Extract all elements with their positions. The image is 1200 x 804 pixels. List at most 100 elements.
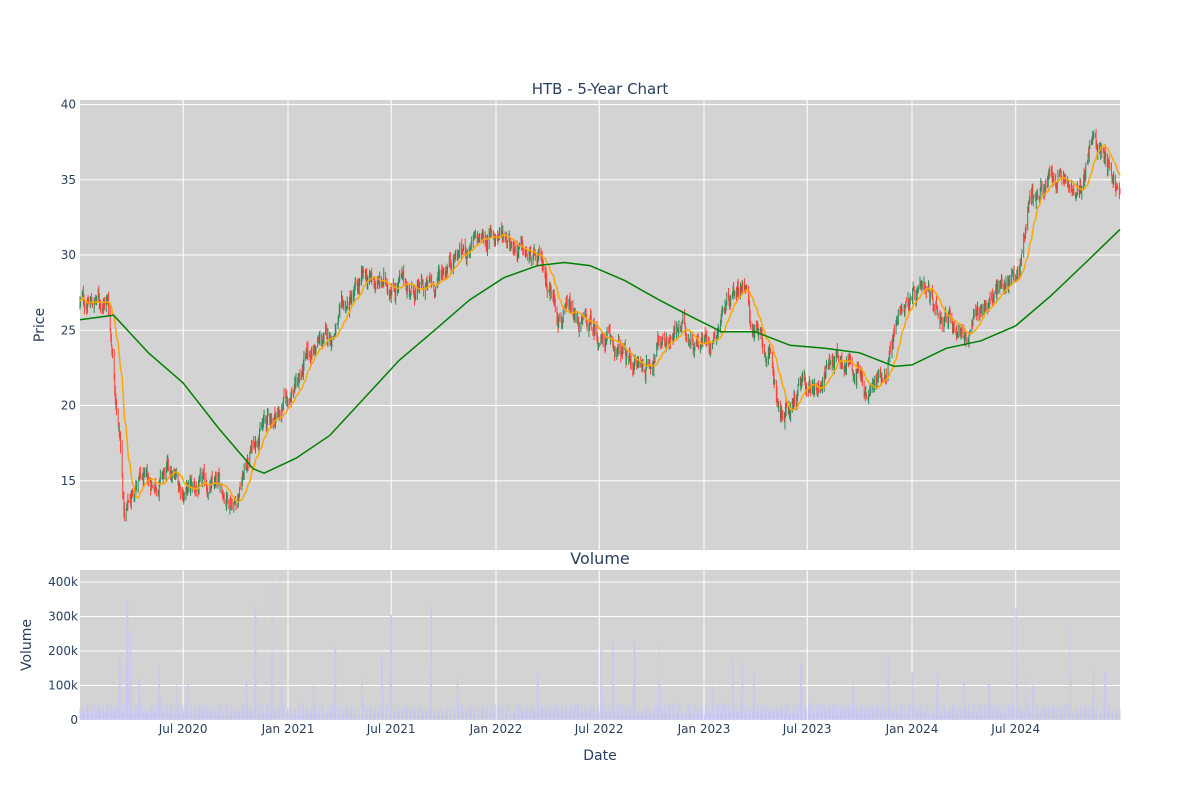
volume-bar[interactable] xyxy=(255,604,256,721)
volume-bar[interactable] xyxy=(263,707,264,720)
volume-bar[interactable] xyxy=(770,712,772,720)
volume-bar[interactable] xyxy=(920,704,922,720)
volume-bar[interactable] xyxy=(357,707,358,720)
volume-bar[interactable] xyxy=(182,704,183,721)
volume-bar[interactable] xyxy=(964,702,966,720)
volume-bar[interactable] xyxy=(574,703,576,720)
volume-bar[interactable] xyxy=(701,706,703,720)
volume-bar[interactable] xyxy=(940,715,942,720)
volume-bar[interactable] xyxy=(159,695,161,720)
volume-bar[interactable] xyxy=(728,702,729,720)
volume-bar[interactable] xyxy=(333,703,334,720)
volume-bar[interactable] xyxy=(475,713,476,720)
volume-bar[interactable] xyxy=(415,712,417,720)
volume-bar[interactable] xyxy=(395,702,397,720)
volume-bar[interactable] xyxy=(564,707,566,720)
volume-bar[interactable] xyxy=(712,685,713,721)
volume-bar[interactable] xyxy=(773,706,775,720)
volume-bar[interactable] xyxy=(779,708,781,720)
volume-bar[interactable] xyxy=(298,711,300,720)
volume-bar[interactable] xyxy=(904,712,905,721)
volume-bar[interactable] xyxy=(911,671,913,720)
volume-bar[interactable] xyxy=(967,704,969,720)
volume-bar[interactable] xyxy=(1021,708,1023,720)
volume-bar[interactable] xyxy=(262,712,264,720)
volume-bar[interactable] xyxy=(1113,711,1115,720)
volume-bar[interactable] xyxy=(813,708,815,720)
volume-bar[interactable] xyxy=(693,706,695,720)
volume-bar[interactable] xyxy=(692,714,693,720)
volume-bar[interactable] xyxy=(899,703,901,720)
volume-bar[interactable] xyxy=(940,708,941,720)
volume-bar[interactable] xyxy=(1099,714,1100,720)
volume-bar[interactable] xyxy=(447,709,448,720)
volume-bar[interactable] xyxy=(640,711,642,720)
volume-bar[interactable] xyxy=(338,712,340,720)
volume-bar[interactable] xyxy=(1092,670,1094,720)
volume-bar[interactable] xyxy=(816,705,818,720)
volume-bar[interactable] xyxy=(642,714,644,720)
volume-bar[interactable] xyxy=(856,711,858,720)
volume-bar[interactable] xyxy=(937,673,939,720)
volume-bar[interactable] xyxy=(394,711,395,720)
volume-bar[interactable] xyxy=(577,705,578,720)
volume-bar[interactable] xyxy=(973,712,974,720)
volume-bar[interactable] xyxy=(157,695,159,720)
volume-bar[interactable] xyxy=(371,714,373,721)
volume-bar[interactable] xyxy=(893,709,895,720)
volume-bar[interactable] xyxy=(1092,697,1094,721)
volume-bar[interactable] xyxy=(445,712,447,720)
volume-bar[interactable] xyxy=(577,703,579,720)
volume-bar[interactable] xyxy=(237,707,239,721)
volume-bar[interactable] xyxy=(702,711,704,721)
volume-bar[interactable] xyxy=(618,704,620,720)
volume-bar[interactable] xyxy=(1087,705,1089,720)
volume-bar[interactable] xyxy=(234,710,236,720)
volume-bar[interactable] xyxy=(318,714,320,720)
volume-bar[interactable] xyxy=(249,706,251,720)
volume-bar[interactable] xyxy=(366,708,368,720)
volume-bar[interactable] xyxy=(98,705,100,720)
volume-bar[interactable] xyxy=(857,714,859,720)
volume-bar[interactable] xyxy=(493,704,495,720)
volume-bar[interactable] xyxy=(846,711,847,720)
volume-bar[interactable] xyxy=(995,704,997,720)
volume-bar[interactable] xyxy=(1012,703,1014,720)
volume-bar[interactable] xyxy=(844,714,846,720)
volume-bar[interactable] xyxy=(673,714,675,720)
volume-bar[interactable] xyxy=(286,711,288,720)
volume-bar[interactable] xyxy=(764,706,765,720)
volume-bar[interactable] xyxy=(267,712,268,720)
volume-bar[interactable] xyxy=(358,713,360,720)
volume-bar[interactable] xyxy=(924,712,925,720)
volume-bar[interactable] xyxy=(258,706,260,720)
volume-bar[interactable] xyxy=(919,711,921,720)
volume-bar[interactable] xyxy=(243,705,245,720)
volume-bar[interactable] xyxy=(406,708,407,720)
volume-bar[interactable] xyxy=(322,713,324,720)
volume-bar[interactable] xyxy=(668,705,670,720)
volume-bar[interactable] xyxy=(676,707,678,721)
volume-bar[interactable] xyxy=(791,711,793,720)
volume-bar[interactable] xyxy=(685,713,687,720)
volume-bar[interactable] xyxy=(630,708,632,721)
volume-bar[interactable] xyxy=(421,713,423,720)
volume-bar[interactable] xyxy=(1093,670,1095,720)
volume-bar[interactable] xyxy=(864,713,866,720)
volume-bar[interactable] xyxy=(602,713,604,721)
volume-bar[interactable] xyxy=(158,666,160,720)
volume-bar[interactable] xyxy=(868,710,870,720)
volume-bar[interactable] xyxy=(832,703,834,720)
volume-bar[interactable] xyxy=(669,704,671,720)
volume-bar[interactable] xyxy=(238,710,240,720)
volume-bar[interactable] xyxy=(993,706,994,720)
volume-bar[interactable] xyxy=(295,708,296,721)
volume-bar[interactable] xyxy=(704,713,705,720)
volume-bar[interactable] xyxy=(398,703,400,720)
volume-bar[interactable] xyxy=(909,710,911,720)
volume-bar[interactable] xyxy=(441,707,443,720)
volume-bar[interactable] xyxy=(126,599,128,720)
volume-bar[interactable] xyxy=(1107,711,1108,720)
volume-bar[interactable] xyxy=(350,708,352,720)
volume-bar[interactable] xyxy=(414,706,415,721)
